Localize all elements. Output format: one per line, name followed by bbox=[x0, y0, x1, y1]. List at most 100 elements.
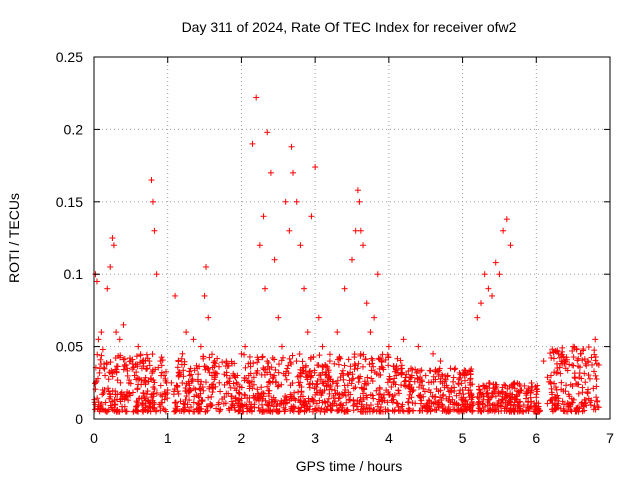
data-point bbox=[136, 395, 143, 402]
data-point bbox=[286, 355, 293, 362]
x-tick-label: 2 bbox=[238, 430, 246, 446]
data-point bbox=[284, 365, 291, 372]
data-point bbox=[328, 406, 335, 413]
data-point bbox=[457, 374, 464, 381]
data-point bbox=[517, 407, 524, 414]
data-point bbox=[197, 390, 204, 397]
data-point bbox=[376, 384, 383, 391]
data-point bbox=[134, 375, 141, 382]
data-point bbox=[345, 356, 352, 363]
data-point bbox=[520, 402, 527, 409]
data-point bbox=[297, 369, 304, 376]
data-point bbox=[264, 383, 271, 390]
data-point bbox=[460, 391, 467, 398]
data-point bbox=[107, 359, 114, 366]
data-point bbox=[254, 370, 261, 377]
data-point bbox=[287, 382, 294, 389]
data-point bbox=[225, 378, 232, 385]
data-point bbox=[214, 355, 221, 362]
data-point bbox=[593, 376, 600, 383]
data-point bbox=[547, 397, 554, 404]
data-point bbox=[387, 376, 394, 383]
data-point bbox=[210, 385, 217, 392]
data-point bbox=[201, 292, 208, 299]
data-point bbox=[317, 387, 324, 394]
data-point bbox=[286, 227, 293, 234]
data-point bbox=[344, 408, 351, 415]
data-point bbox=[106, 395, 113, 402]
y-tick-label: 0.1 bbox=[64, 266, 84, 282]
data-point bbox=[139, 400, 146, 407]
data-point bbox=[267, 379, 274, 386]
data-point bbox=[409, 407, 416, 414]
data-point bbox=[438, 371, 445, 378]
data-point bbox=[259, 354, 266, 361]
data-point bbox=[576, 374, 583, 381]
data-point bbox=[390, 378, 397, 385]
data-point bbox=[393, 367, 400, 374]
data-point bbox=[211, 363, 218, 370]
data-point bbox=[357, 227, 364, 234]
data-point bbox=[117, 398, 124, 405]
data-point bbox=[420, 385, 427, 392]
x-tick-label: 3 bbox=[311, 430, 319, 446]
data-point bbox=[121, 361, 128, 368]
data-point bbox=[382, 408, 389, 415]
data-point bbox=[575, 355, 582, 362]
data-point bbox=[434, 401, 441, 408]
data-point bbox=[480, 393, 487, 400]
data-point bbox=[319, 369, 326, 376]
data-point bbox=[203, 263, 210, 270]
data-point bbox=[358, 403, 365, 410]
data-point bbox=[514, 399, 521, 406]
data-point bbox=[510, 405, 517, 412]
data-point bbox=[468, 399, 475, 406]
data-point bbox=[355, 360, 362, 367]
data-point bbox=[332, 390, 339, 397]
data-point bbox=[321, 406, 328, 413]
data-point bbox=[449, 396, 456, 403]
y-tick-label: 0.2 bbox=[64, 121, 84, 137]
data-point bbox=[208, 381, 215, 388]
data-point bbox=[523, 390, 530, 397]
data-point bbox=[306, 384, 313, 391]
data-point bbox=[402, 383, 409, 390]
y-tick-label: 0.25 bbox=[56, 49, 83, 65]
data-point bbox=[560, 407, 567, 414]
data-point bbox=[544, 374, 551, 381]
data-point bbox=[200, 387, 207, 394]
data-point bbox=[221, 381, 228, 388]
data-point bbox=[528, 379, 535, 386]
data-point bbox=[426, 403, 433, 410]
data-point bbox=[118, 391, 125, 398]
data-point bbox=[102, 372, 109, 379]
data-point bbox=[197, 381, 204, 388]
data-point bbox=[573, 380, 580, 387]
data-point bbox=[326, 386, 333, 393]
data-point bbox=[326, 351, 333, 358]
data-point bbox=[275, 369, 282, 376]
data-point bbox=[98, 401, 105, 408]
data-point bbox=[243, 402, 250, 409]
data-point bbox=[593, 383, 600, 390]
data-point bbox=[334, 408, 341, 415]
data-point bbox=[379, 364, 386, 371]
data-point bbox=[335, 356, 342, 363]
data-point bbox=[402, 377, 409, 384]
data-point bbox=[99, 346, 106, 353]
data-point bbox=[94, 351, 101, 358]
data-point bbox=[363, 300, 370, 307]
data-point bbox=[580, 346, 587, 353]
data-point bbox=[149, 351, 156, 358]
data-point bbox=[325, 395, 332, 402]
data-point bbox=[268, 364, 275, 371]
data-point bbox=[327, 407, 334, 414]
data-point bbox=[113, 329, 120, 336]
data-point bbox=[586, 375, 593, 382]
data-point bbox=[461, 377, 468, 384]
data-point bbox=[592, 336, 599, 343]
data-point bbox=[135, 343, 142, 350]
data-point bbox=[215, 363, 222, 370]
data-point bbox=[102, 399, 109, 406]
data-point bbox=[232, 407, 239, 414]
